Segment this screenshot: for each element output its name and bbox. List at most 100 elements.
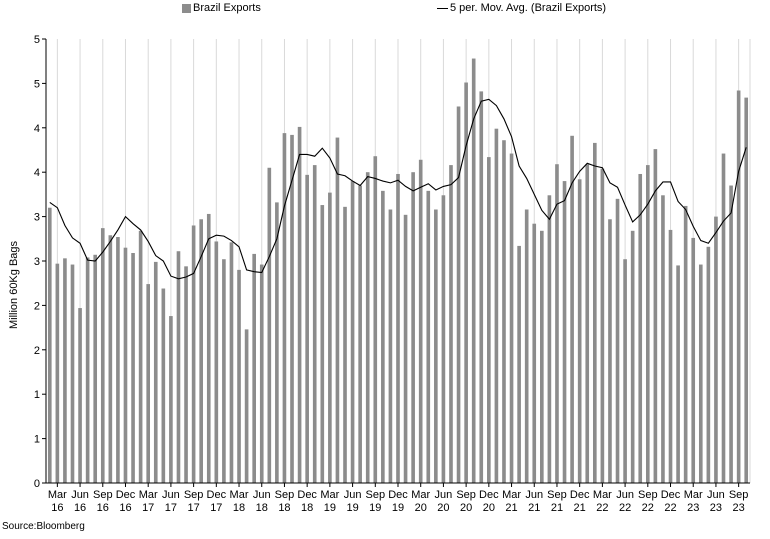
x-tick-label-month: Sep (93, 489, 113, 501)
bar (547, 195, 552, 484)
x-tick-label-month: Sep (275, 489, 295, 501)
y-tick-label: 4 (34, 123, 40, 135)
bar (706, 246, 711, 483)
x-tick-label-month: Jun (253, 489, 271, 501)
bar (396, 173, 400, 484)
x-tick-label-year: 19 (369, 502, 381, 514)
bar (676, 265, 680, 483)
x-tick-label-year: 16 (51, 502, 63, 514)
x-tick-label-month: Jun (71, 489, 89, 501)
bar (645, 165, 650, 483)
bar (456, 106, 461, 484)
x-tick-label-year: 17 (165, 502, 177, 514)
x-tick-label-year: 18 (256, 502, 268, 514)
x-tick-label-year: 17 (210, 502, 222, 514)
bar (714, 216, 718, 483)
x-tick-label-month: Sep (547, 489, 567, 501)
bar (108, 235, 113, 483)
bar (494, 128, 499, 483)
source-note: Source:Bloomberg (2, 521, 85, 532)
bar (517, 245, 521, 483)
y-tick-label: 2 (34, 300, 40, 312)
y-tick-label: 1 (34, 389, 40, 401)
bar (55, 263, 60, 483)
x-tick-label-year: 22 (642, 502, 654, 514)
bar (608, 219, 612, 483)
x-tick-label-year: 23 (710, 502, 722, 514)
x-tick-label-year: 19 (346, 502, 358, 514)
x-tick-label-month: Dec (479, 489, 499, 501)
x-tick-label-month: Sep (366, 489, 386, 501)
bar (305, 174, 309, 484)
x-tick-label-year: 20 (483, 502, 495, 514)
x-tick-label-month: Mar (320, 489, 339, 501)
y-tick-label: 4 (34, 167, 40, 179)
bar (744, 97, 749, 484)
bar (191, 225, 196, 484)
x-tick-label-month: Sep (638, 489, 658, 501)
bar (244, 329, 249, 483)
x-axis-ticks: Mar16Jun16Sep16Dec16Mar17Jun17Sep17Dec17… (48, 483, 748, 514)
bar (161, 288, 166, 483)
legend-bar-label: Brazil Exports (193, 2, 261, 14)
y-tick-label: 0 (34, 478, 40, 490)
x-tick-label-month: Mar (593, 489, 612, 501)
bar (585, 164, 590, 483)
y-tick-label: 1 (34, 434, 40, 446)
bar (562, 181, 567, 483)
x-tick-label-year: 19 (392, 502, 404, 514)
legend-line-swatch (437, 7, 448, 9)
bar (623, 259, 627, 483)
bar (668, 229, 673, 483)
bar (138, 230, 143, 483)
x-tick-label-month: Dec (116, 489, 136, 501)
bar (328, 192, 332, 483)
bar (169, 316, 173, 483)
x-tick-label-year: 16 (74, 502, 86, 514)
x-tick-label-month: Mar (230, 489, 249, 501)
x-tick-label-year: 22 (596, 502, 608, 514)
x-tick-label-month: Mar (139, 489, 158, 501)
bar (237, 269, 241, 483)
bar (593, 142, 597, 483)
bar (63, 258, 67, 483)
y-tick-label: 2 (34, 345, 40, 357)
bar (267, 167, 272, 483)
bar-series (47, 58, 749, 484)
y-axis-ticks: 0 1 1 2 2 3 3 4 4 5 5 (34, 34, 46, 490)
bar (638, 173, 643, 484)
bar (153, 261, 158, 483)
bar (131, 253, 135, 483)
x-tick-label-month: Mar (411, 489, 430, 501)
bar (275, 202, 279, 483)
x-tick-label-year: 16 (119, 502, 131, 514)
x-tick-label-month: Sep (184, 489, 204, 501)
x-tick-label-year: 20 (415, 502, 427, 514)
bar (222, 259, 226, 483)
y-axis-label: Million 60Kg Bags (8, 240, 20, 329)
x-tick-label-year: 17 (142, 502, 154, 514)
bar (555, 164, 559, 483)
y-tick-label: 5 (34, 78, 40, 90)
bar (282, 133, 287, 483)
x-tick-label-year: 18 (278, 502, 290, 514)
x-tick-label-year: 21 (574, 502, 586, 514)
bar (532, 223, 537, 483)
legend-line-label: 5 per. Mov. Avg. (Brazil Exports) (450, 2, 607, 14)
bar (479, 91, 484, 483)
bar (320, 205, 325, 483)
bar (487, 157, 491, 483)
bar (721, 153, 726, 484)
y-tick-label: 5 (34, 34, 40, 46)
x-tick-label-month: Jun (162, 489, 180, 501)
bar (184, 266, 188, 483)
bar (736, 90, 741, 483)
bar (683, 205, 688, 483)
x-tick-label-month: Dec (661, 489, 681, 501)
bar (729, 185, 733, 483)
x-tick-label-month: Jun (344, 489, 362, 501)
bar (577, 179, 582, 484)
bar (464, 82, 468, 483)
bar (343, 206, 347, 483)
